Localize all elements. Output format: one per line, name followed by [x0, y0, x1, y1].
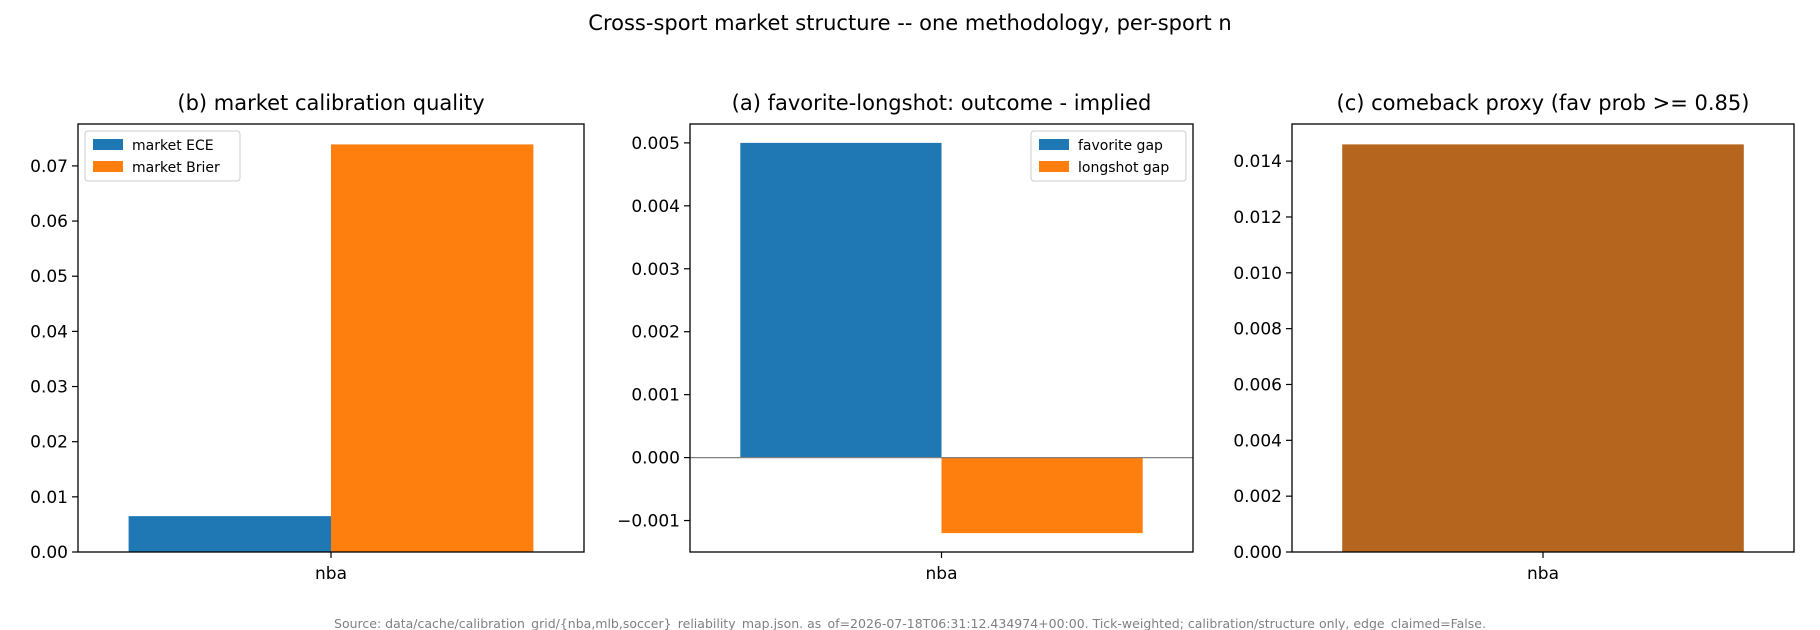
y-tick-label: 0.002 [1233, 487, 1282, 507]
panel-title: (b) market calibration quality [177, 91, 484, 115]
y-tick-label: 0.07 [30, 157, 68, 177]
x-tick-label: nba [926, 564, 958, 584]
legend: market ECE market Brier [84, 130, 241, 182]
y-tick-label: −0.001 [617, 512, 680, 532]
legend-swatch [93, 161, 123, 172]
y-tick-label: 0.01 [30, 488, 68, 508]
panel-calibration-quality: (b) market calibration quality 0.00 0.01 0.… [30, 91, 585, 584]
panel-favorite-longshot: (a) favorite-longshot: outcome - implied… [617, 91, 1194, 584]
figure-suptitle: Cross-sport market structure -- one meth… [588, 11, 1231, 35]
bar-favorite-gap [740, 142, 942, 458]
x-tick-label: nba [315, 564, 347, 584]
y-tick-label: 0.00 [30, 543, 68, 563]
y-tick-label: 0.006 [1233, 375, 1282, 395]
bar-market-ECE [128, 516, 331, 552]
y-tick-label: 0.04 [30, 322, 68, 342]
legend: favorite gap longshot gap [1030, 130, 1187, 182]
y-tick-label: 0.002 [631, 323, 680, 343]
legend-box [84, 130, 241, 182]
bar-value [1342, 144, 1744, 552]
y-tick-label: 0.03 [30, 378, 68, 398]
y-tick-label: 0.000 [1233, 543, 1282, 563]
legend-swatch [93, 139, 123, 150]
legend-label: favorite gap [1078, 138, 1163, 154]
panel-title: (a) favorite-longshot: outcome - implied [732, 91, 1152, 115]
y-tick-label: 0.008 [1233, 320, 1282, 340]
legend-box [1030, 130, 1187, 182]
bar-market-Brier [331, 144, 534, 552]
y-tick-label: 0.02 [30, 433, 68, 453]
y-tick-label: 0.05 [30, 267, 68, 287]
y-tick-label: 0.005 [631, 134, 680, 154]
y-tick-label: 0.003 [631, 260, 680, 280]
y-tick-label: 0.000 [631, 449, 680, 469]
legend-swatch [1039, 139, 1069, 150]
y-tick-label: 0.014 [1233, 152, 1282, 172]
legend-label: longshot gap [1078, 160, 1169, 176]
y-tick-label: 0.010 [1233, 264, 1282, 284]
y-tick-label: 0.004 [631, 197, 680, 217]
legend-swatch [1039, 161, 1069, 172]
y-tick-label: 0.012 [1233, 208, 1282, 228]
source-footnote: Source: data/cache/calibration_grid/{nba… [334, 616, 1486, 630]
bar-longshot-gap [941, 457, 1143, 534]
y-tick-label: 0.001 [631, 386, 680, 406]
legend-label: market ECE [132, 138, 214, 154]
panel-comeback-proxy: (c) comeback proxy (fav prob >= 0.85) 0.0… [1233, 91, 1795, 584]
panel-title: (c) comeback proxy (fav prob >= 0.85) [1337, 91, 1750, 115]
x-tick-label: nba [1527, 564, 1559, 584]
y-tick-label: 0.06 [30, 212, 68, 232]
y-tick-label: 0.004 [1233, 431, 1282, 451]
legend-label: market Brier [132, 160, 220, 176]
